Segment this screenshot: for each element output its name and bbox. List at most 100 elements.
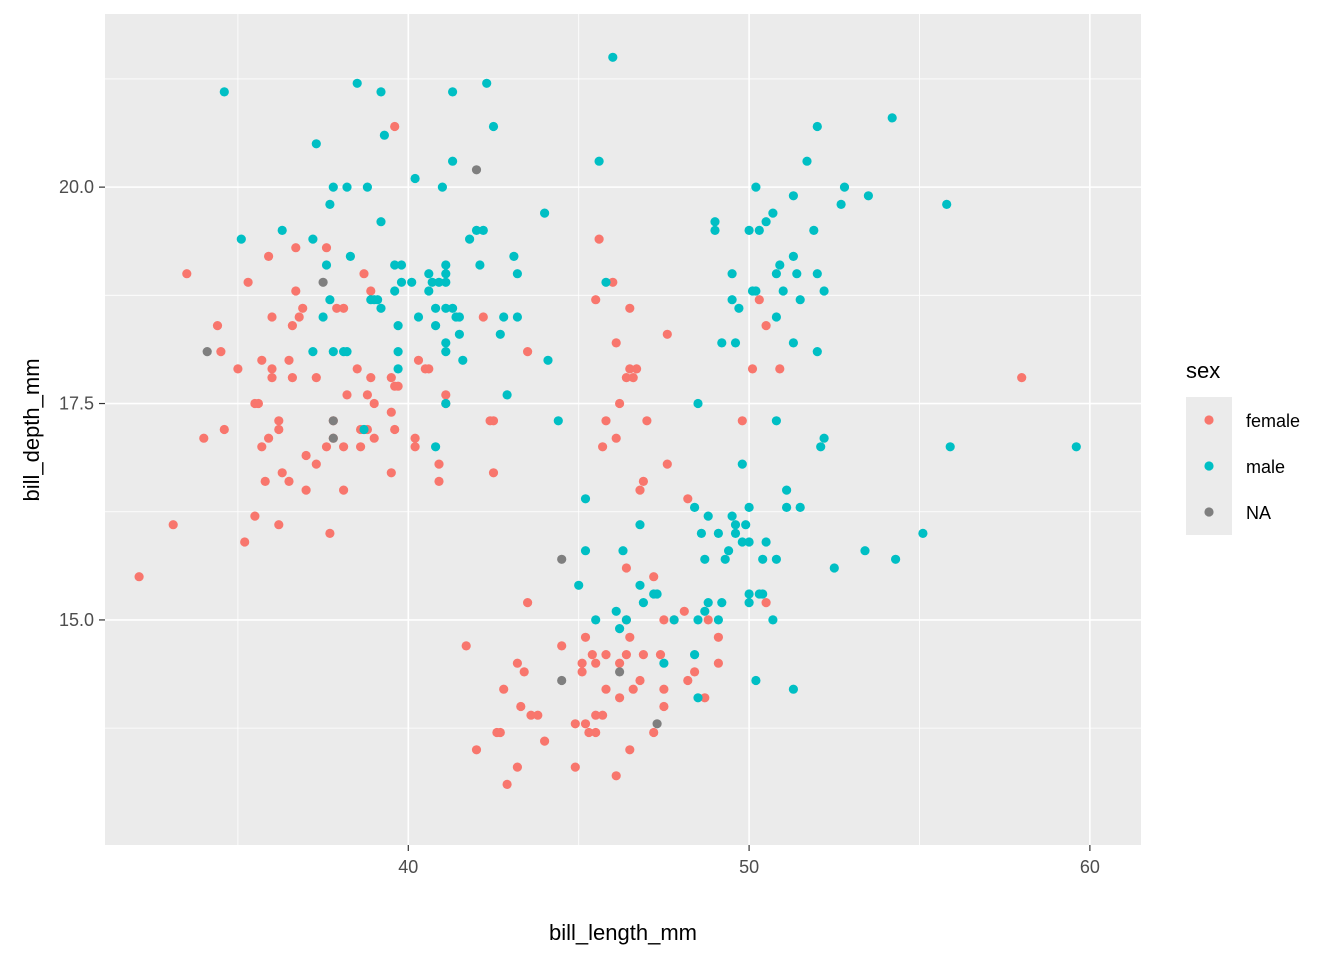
point-male [502,390,512,400]
point-male [512,312,523,322]
point-male [379,130,389,140]
point-female [301,450,311,461]
point-female [134,572,144,582]
point-male [413,312,424,322]
point-female [339,442,349,452]
point-female [662,329,672,339]
point-male [795,295,805,305]
point-male [390,260,400,270]
point-male [816,442,826,452]
point-female [737,416,747,426]
point-female [284,476,294,486]
point-male [608,52,618,62]
point-male [652,589,662,599]
point-female [502,779,512,790]
point-female [632,364,642,374]
point-male [635,520,645,530]
point-female [339,303,349,313]
point-female [264,433,274,443]
point-female [659,615,669,625]
point-female [516,701,526,712]
point-female [233,364,243,374]
legend: sex female male NA [1186,358,1300,535]
point-female [577,667,587,677]
point-male [277,225,287,235]
y-tick-label: 20.0 [59,177,94,197]
point-female [635,485,645,495]
point-male [325,295,335,305]
point-male [488,121,499,132]
point-male [737,537,747,547]
x-tick-label: 40 [398,857,418,877]
point-male [448,303,458,313]
point-male [690,502,700,512]
point-male [509,251,519,261]
point-male [751,182,761,192]
point-male [638,598,649,608]
point-male [727,295,737,305]
point-female [413,355,424,365]
point-female [321,243,332,253]
point-female [713,632,724,642]
point-male [437,182,447,192]
point-female [577,658,587,668]
point-female [601,416,611,426]
point-male [771,269,782,279]
point-male [836,199,846,209]
point-male [703,598,713,608]
major-gridlines [105,14,1141,845]
point-male [431,321,441,331]
point-male [441,347,451,357]
point-female [243,277,253,287]
point-male [690,650,700,660]
point-male [441,260,451,270]
point-male [918,528,928,539]
point-female [250,511,260,521]
point-male [594,156,604,166]
point-male [424,269,434,279]
point-female [700,693,710,703]
point-female [580,719,591,729]
point-male [744,537,754,547]
point-female [611,433,621,443]
point-male [730,338,741,348]
point-female [369,398,379,409]
point-female [523,598,533,608]
point-male [635,580,645,590]
point-male [717,598,727,608]
point-female [621,373,632,383]
point-female [434,476,444,486]
point-female [277,468,287,478]
point-male [431,303,441,313]
point-female [584,727,594,738]
point-female [628,684,638,694]
point-male [761,537,771,547]
point-female [386,373,396,383]
point-male [795,502,805,512]
point-male [788,251,799,261]
point-female [608,277,618,287]
point-male [782,485,792,495]
point-female [264,251,274,261]
point-male [942,199,952,209]
point-male [475,260,485,270]
point-female [512,762,523,772]
point-male [754,225,764,235]
point-male [318,312,328,322]
point-female [311,459,321,469]
point-male [744,225,754,235]
point-male [751,286,761,296]
point-male [499,312,509,322]
point-male [724,546,734,556]
point-male [465,234,475,244]
point-female [628,373,638,383]
point-female [540,736,550,746]
y-tick-label: 15.0 [59,610,94,630]
point-female [625,745,635,755]
point-female [311,373,321,383]
point-male [424,286,434,296]
point-male [407,277,417,287]
point-male [396,277,407,287]
point-male [710,225,720,235]
point-male [427,277,437,287]
